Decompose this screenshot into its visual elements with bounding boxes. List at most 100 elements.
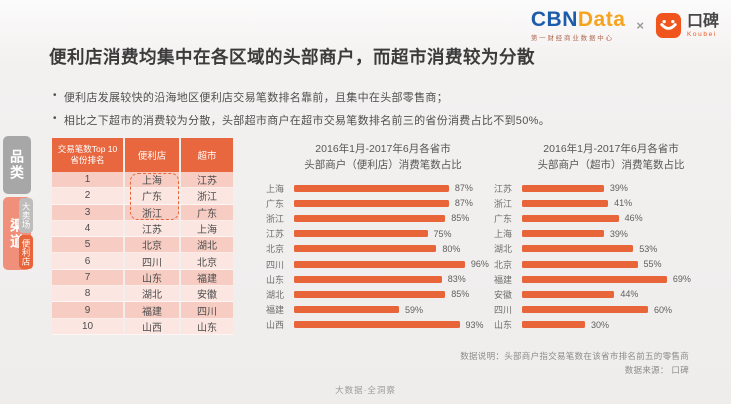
province-ranking-table: 交易笔数Top 10 省份排名 便利店 超市 1 上海 江苏 2 广东 浙江 3 浙江 广东 4 江… [52, 138, 233, 335]
rank-cell: 8 [52, 286, 125, 302]
table-row: 9 福建 四川 [52, 302, 233, 319]
rank-cell: 4 [52, 220, 125, 237]
bar-category-label: 上海 [494, 229, 513, 240]
bar-row: 四川 96% [266, 256, 500, 271]
bar-category-label: 湖北 [494, 244, 513, 255]
bar-category-label: 上海 [266, 183, 285, 194]
bullet-list: • 便利店发展较快的沿海地区便利店交易笔数排名靠前，且集中在头部零售商； • 相… [53, 89, 550, 135]
bar [294, 306, 400, 314]
bar-value-label: 41% [614, 198, 633, 209]
table-row: 3 浙江 广东 [52, 204, 233, 221]
bar-row: 湖北 85% [266, 287, 500, 302]
chart-plot-area: 上海 87% 广东 87% 浙江 85% 江苏 75% 北京 80% 四川 96% 山东 83% 湖北 85%… [266, 181, 500, 333]
bar [294, 321, 460, 329]
cbn-subtitle: 第一财经商业数据中心 [530, 35, 614, 42]
bar-row: 福建 69% [494, 272, 728, 287]
bar [294, 199, 449, 207]
convenience-cell: 广东 [125, 188, 181, 204]
bar-category-label: 湖北 [266, 289, 285, 300]
bar-row: 山西 93% [266, 317, 500, 332]
bullet-item: • 相比之下超市的消费较为分散，头部超市商户在超市交易笔数排名前三的省份消费占比… [53, 112, 550, 128]
supermarket-cell: 山东 [197, 322, 217, 334]
supermarket-cell: 上海 [197, 225, 217, 237]
bar [522, 321, 585, 329]
bar-category-label: 浙江 [494, 198, 513, 209]
table-header-supermarket: 超市 [197, 151, 217, 162]
table-row: 2 广东 浙江 [52, 188, 233, 205]
bar-value-label: 85% [451, 213, 470, 224]
bar-category-label: 山东 [266, 274, 285, 285]
bar-value-label: 59% [405, 304, 424, 315]
bar-row: 上海 39% [494, 226, 728, 241]
convenience-cell: 江苏 [125, 220, 181, 237]
bar-value-label: 44% [620, 289, 639, 300]
bar-row: 湖北 53% [494, 241, 728, 256]
bar [294, 275, 442, 283]
bar [294, 245, 437, 253]
bar-value-label: 39% [609, 228, 628, 239]
chart-plot-area: 江苏 39% 浙江 41% 广东 46% 上海 39% 湖北 53% 北京 55% 福建 69% 安徽 44%… [494, 181, 728, 333]
table-row: 8 湖北 安徽 [52, 286, 233, 303]
convenience-cell: 山东 [125, 269, 181, 286]
supermarket-cell: 湖北 [197, 241, 217, 253]
bar-value-label: 69% [672, 274, 691, 285]
sidebar-subtab-hypermarket[interactable]: 大卖场 [19, 198, 33, 233]
bar-value-label: 30% [591, 319, 610, 330]
bar [522, 290, 615, 298]
bar-row: 山东 30% [494, 317, 728, 332]
bar-row: 山东 83% [266, 272, 500, 287]
rank-cell: 9 [52, 302, 125, 318]
bar-value-label: 53% [639, 243, 658, 254]
supermarket-cell: 广东 [197, 208, 217, 220]
table-header: 交易笔数Top 10 省份排名 便利店 超市 [52, 138, 233, 172]
bar-value-label: 87% [454, 183, 473, 194]
data-note: 数据说明：头部商户指交易笔数在该省市排名前五的零售商 [460, 351, 689, 361]
bar-row: 北京 55% [494, 256, 728, 271]
sidebar-tab-category[interactable]: 品类 [3, 136, 31, 194]
bar [294, 214, 446, 222]
sidebar-subtab-convenience-store[interactable]: 便利店 [19, 235, 33, 269]
cbn-data-text: Data [577, 8, 626, 31]
bar-value-label: 60% [654, 304, 673, 315]
rank-cell: 3 [52, 204, 125, 220]
table-row: 5 北京 湖北 [52, 237, 233, 254]
koubei-cn-text: 口碑 [686, 13, 719, 31]
koubei-smiley-icon [655, 12, 682, 39]
convenience-store-bar-chart: 2016年1月-2017年6月各省市 头部商户（便利店）消费笔数占比 上海 87%… [266, 142, 500, 332]
bar-row: 四川 60% [494, 302, 728, 317]
bar [522, 184, 604, 192]
bar-category-label: 四川 [494, 305, 513, 316]
rank-cell: 10 [52, 318, 125, 334]
bullet-dot-icon: • [53, 113, 57, 124]
bar-category-label: 山东 [494, 320, 513, 331]
bar [522, 306, 648, 314]
supermarket-bar-chart: 2016年1月-2017年6月各省市 头部商户（超市）消费笔数占比 江苏 39% 浙… [494, 142, 728, 332]
bar-row: 广东 87% [266, 196, 500, 211]
bar-value-label: 75% [433, 228, 452, 239]
bar [294, 290, 446, 298]
supermarket-cell: 江苏 [197, 176, 217, 188]
bar-row: 安徽 44% [494, 287, 728, 302]
convenience-cell: 四川 [125, 253, 181, 269]
bullet-item: • 便利店发展较快的沿海地区便利店交易笔数排名靠前，且集中在头部零售商； [53, 89, 550, 105]
bar-row: 广东 46% [494, 211, 728, 226]
table-header-convenience: 便利店 [125, 138, 181, 172]
bar-value-label: 39% [609, 183, 628, 194]
brand-logos: CBNData 第一财经商业数据中心 × 口碑 Koubei [531, 9, 719, 42]
table-body: 1 上海 江苏 2 广东 浙江 3 浙江 广东 4 江苏 上海 5 北京 湖北 6 四川 北京 7 山东 福建 8 湖北 安徽… [52, 172, 233, 335]
bar-row: 上海 87% [266, 181, 500, 196]
bar-category-label: 北京 [266, 244, 285, 255]
bar [294, 184, 449, 192]
convenience-cell: 北京 [125, 237, 181, 253]
table-row: 10 山西 山东 [52, 318, 233, 335]
convenience-cell: 山西 [125, 318, 181, 334]
rank-cell: 6 [52, 253, 125, 269]
bar-category-label: 安徽 [494, 289, 513, 300]
chart-title: 2016年1月-2017年6月各省市 头部商户（便利店）消费笔数占比 [304, 143, 462, 171]
bar-category-label: 福建 [266, 305, 285, 316]
bar-category-label: 广东 [266, 198, 285, 209]
koubei-logo: 口碑 Koubei [655, 12, 719, 39]
bar-value-label: 96% [470, 259, 489, 270]
cbndata-logo: CBNData 第一财经商业数据中心 [531, 9, 626, 42]
rank-cell: 5 [52, 237, 125, 253]
